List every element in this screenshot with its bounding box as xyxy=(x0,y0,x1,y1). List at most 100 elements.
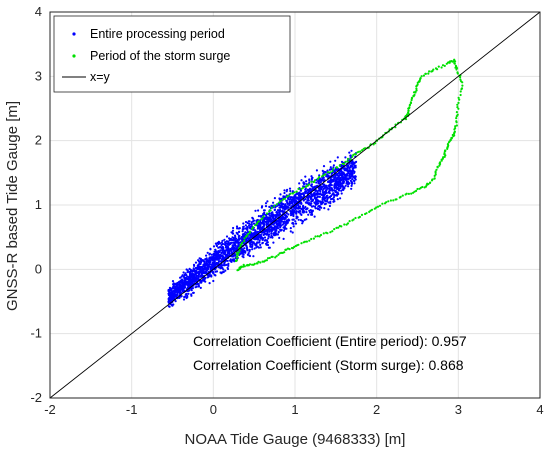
data-point-storm xyxy=(262,215,265,218)
data-point-entire xyxy=(217,261,220,264)
data-point-entire xyxy=(350,171,353,174)
data-point-entire xyxy=(167,292,170,295)
data-point-entire xyxy=(327,187,330,190)
data-point-entire xyxy=(224,246,227,249)
data-point-entire xyxy=(211,262,214,265)
data-point-entire xyxy=(312,198,315,201)
data-point-entire xyxy=(320,206,323,209)
data-point-entire xyxy=(321,202,324,205)
data-point-entire xyxy=(287,213,290,216)
data-point-entire xyxy=(286,188,289,191)
data-point-entire xyxy=(289,230,292,233)
data-point-entire xyxy=(310,178,313,181)
data-point-storm xyxy=(408,104,411,107)
data-point-entire xyxy=(226,243,229,246)
data-point-entire xyxy=(276,233,279,236)
data-point-entire xyxy=(317,205,320,208)
data-point-storm xyxy=(427,72,430,75)
data-point-entire xyxy=(302,211,305,214)
data-point-storm xyxy=(349,158,352,161)
data-point-entire xyxy=(334,194,337,197)
data-point-entire xyxy=(280,205,283,208)
data-point-entire xyxy=(344,184,347,187)
annotation-corr-storm: Correlation Coefficient (Storm surge): 0… xyxy=(193,357,464,373)
data-point-storm xyxy=(456,113,459,116)
data-point-entire xyxy=(324,200,328,203)
data-point-storm xyxy=(446,143,449,146)
data-point-storm xyxy=(306,184,309,187)
data-point-entire xyxy=(250,245,254,249)
data-point-entire xyxy=(274,221,278,224)
data-point-entire xyxy=(248,242,252,245)
data-point-entire xyxy=(290,202,294,205)
data-point-entire xyxy=(189,278,192,281)
data-point-entire xyxy=(232,254,235,257)
data-point-entire xyxy=(284,214,287,217)
data-point-entire xyxy=(304,191,307,194)
data-point-entire xyxy=(332,198,335,201)
data-point-entire xyxy=(241,250,244,253)
data-point-storm xyxy=(271,255,274,258)
data-point-entire xyxy=(281,217,285,220)
data-point-entire xyxy=(187,292,190,295)
data-point-entire xyxy=(304,188,307,191)
data-point-entire xyxy=(298,182,301,185)
data-point-storm xyxy=(435,168,438,171)
data-point-entire xyxy=(265,239,269,242)
data-point-storm xyxy=(429,181,432,184)
data-point-entire xyxy=(343,187,346,190)
data-point-storm xyxy=(361,149,364,152)
data-point-entire xyxy=(263,209,266,212)
data-point-entire xyxy=(273,231,276,234)
data-point-entire xyxy=(345,181,348,184)
data-point-storm xyxy=(280,251,283,254)
data-point-entire xyxy=(321,191,325,194)
legend-label-storm: Period of the storm surge xyxy=(90,49,230,63)
data-point-storm xyxy=(434,173,437,176)
data-point-entire xyxy=(210,253,213,256)
data-point-entire xyxy=(335,191,338,194)
data-point-entire xyxy=(350,149,353,152)
data-point-storm xyxy=(454,127,457,130)
data-point-entire xyxy=(254,209,257,212)
data-point-entire xyxy=(237,230,241,233)
data-point-entire xyxy=(272,241,275,244)
data-point-entire xyxy=(254,230,257,234)
data-point-storm xyxy=(424,72,427,75)
plot-frame xyxy=(49,11,541,399)
data-point-entire xyxy=(305,207,308,211)
data-point-entire xyxy=(344,176,347,179)
data-point-entire xyxy=(250,221,253,224)
data-point-entire xyxy=(195,275,198,278)
data-point-entire xyxy=(323,203,327,206)
data-point-entire xyxy=(336,186,339,190)
data-point-storm xyxy=(370,208,374,211)
data-point-entire xyxy=(310,196,313,199)
data-point-entire xyxy=(264,202,268,205)
data-point-entire xyxy=(310,209,313,212)
data-point-entire xyxy=(253,242,256,245)
data-point-entire xyxy=(221,249,224,252)
data-point-entire xyxy=(220,251,223,255)
data-point-entire xyxy=(179,291,183,295)
data-point-entire xyxy=(249,223,252,226)
data-point-entire xyxy=(231,231,234,234)
data-point-entire xyxy=(226,259,229,262)
data-point-entire xyxy=(224,269,227,272)
data-point-entire xyxy=(179,276,182,279)
data-point-storm xyxy=(293,191,296,194)
data-point-entire xyxy=(310,175,313,178)
data-point-storm xyxy=(248,231,251,234)
data-point-entire xyxy=(265,221,268,224)
data-point-entire xyxy=(197,275,200,278)
x-tick-label: 4 xyxy=(536,402,543,417)
data-point-entire xyxy=(193,264,196,267)
data-point-entire xyxy=(186,269,189,272)
data-point-entire xyxy=(220,272,223,275)
data-point-entire xyxy=(275,210,278,213)
data-point-storm xyxy=(256,221,259,224)
data-point-entire xyxy=(316,199,319,202)
data-point-entire xyxy=(210,257,213,260)
data-point-storm xyxy=(289,192,292,195)
data-point-entire xyxy=(327,191,330,194)
